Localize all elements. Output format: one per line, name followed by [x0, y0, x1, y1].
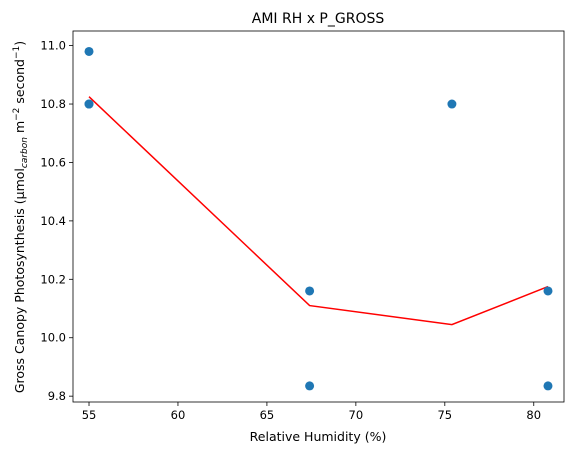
- y-axis-title: Gross Canopy Photosynthesis (µmolcarbon …: [12, 41, 30, 393]
- x-tick-label: 70: [349, 408, 364, 422]
- y-axis-title-sup1: −2: [12, 108, 22, 121]
- x-tick-label: 55: [82, 408, 97, 422]
- x-tick-label: 65: [260, 408, 275, 422]
- y-axis-title-middle2: second: [12, 59, 27, 108]
- data-marks: [84, 46, 553, 391]
- chart-title: AMI RH x P_GROSS: [252, 11, 385, 27]
- scatter-point: [447, 99, 457, 109]
- scatter-point: [543, 286, 553, 296]
- y-tick-label: 10.0: [40, 331, 66, 345]
- x-tick-label: 75: [437, 408, 452, 422]
- scatter-point: [305, 381, 315, 391]
- y-tick-label: 10.4: [40, 214, 66, 228]
- plot-area: [73, 31, 564, 402]
- y-tick-label: 10.2: [40, 272, 66, 286]
- trend-line: [88, 96, 549, 326]
- y-axis-title-subscript: carbon: [20, 137, 30, 168]
- scatter-point: [84, 99, 94, 109]
- scatter-point: [305, 286, 315, 296]
- y-axis-title-prefix: Gross Canopy Photosynthesis (µmol: [12, 168, 27, 393]
- scatter-point: [543, 381, 553, 391]
- y-tick-label: 9.8: [48, 389, 66, 403]
- plot-frame: [72, 30, 565, 403]
- y-axis-title-suffix: ): [12, 41, 27, 46]
- axes: 55 60 65 70 75 80 9.8 10.0 10.2 10.4 10.6 10.8 11.0: [40, 30, 565, 422]
- y-axis-title-sup2: −1: [12, 46, 22, 59]
- y-tick-label: 10.6: [40, 155, 66, 169]
- scatter-point: [84, 46, 94, 56]
- y-tick-label: 10.8: [40, 97, 66, 111]
- x-tick-label: 80: [526, 408, 541, 422]
- plot-background: [73, 31, 564, 402]
- y-tick-label: 11.0: [40, 39, 66, 53]
- y-axis-title-middle: m: [12, 121, 27, 137]
- x-tick-label: 60: [171, 408, 186, 422]
- x-axis-title: Relative Humidity (%): [250, 429, 387, 444]
